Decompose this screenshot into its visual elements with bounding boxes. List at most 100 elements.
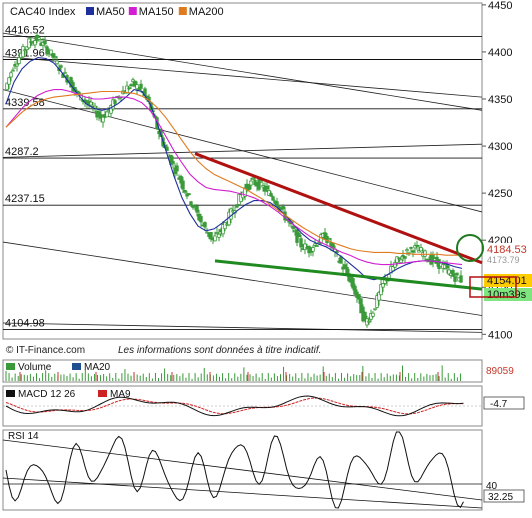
candle-body: [345, 267, 349, 275]
candle-body: [113, 100, 117, 104]
candle-body: [415, 244, 419, 247]
candle-body: [7, 77, 11, 85]
candle-body: [169, 154, 173, 165]
candle-body: [29, 41, 33, 43]
candle-body: [311, 247, 315, 252]
candle-body: [183, 190, 187, 193]
candle-body: [447, 269, 451, 275]
candle-body: [213, 235, 217, 242]
candle-body: [367, 320, 371, 323]
candle-body: [393, 262, 397, 268]
chart-title: CAC40 Index: [10, 6, 76, 18]
price-levels: 4416.524391.964339.584287.24237.154104.9…: [3, 24, 482, 331]
macd-legend-label: MACD 12 26: [18, 389, 76, 400]
candle-body: [223, 222, 227, 230]
rsi-level-label: 40: [486, 481, 498, 492]
candle-body: [127, 87, 131, 90]
candle-body: [171, 160, 175, 164]
timer-label: 10m39s: [487, 289, 527, 301]
volume-legend-label: Volume: [18, 362, 52, 373]
volume-ma20-swatch: [72, 363, 81, 370]
candle-body: [267, 190, 271, 196]
rsi-value-box: [483, 489, 525, 503]
highlight-circle: [456, 234, 484, 262]
candle-body: [395, 256, 399, 263]
y-tick-label-4: 4300: [488, 141, 512, 153]
legend-label-1: MA150: [139, 6, 174, 18]
candle-body: [297, 232, 301, 238]
candle-body: [371, 312, 375, 317]
candle-body: [331, 242, 335, 249]
candle-body: [59, 65, 63, 68]
ma-value-label: 4184.53: [487, 244, 527, 256]
candle-body: [413, 245, 417, 249]
candle-body: [451, 269, 455, 277]
candle-body: [327, 238, 331, 241]
rsi-trend-line-2: [2, 477, 483, 509]
legend-label-2: MA200: [189, 6, 224, 18]
candle-body: [313, 243, 317, 246]
candle-body: [281, 205, 285, 210]
candle-body: [63, 71, 67, 74]
candle-body: [363, 311, 367, 321]
candle-body: [135, 84, 139, 90]
macd-value-box: [483, 396, 525, 410]
candle-body: [109, 105, 113, 114]
candle-body: [55, 60, 59, 65]
channel-line-1: [2, 56, 483, 98]
candle-body: [265, 185, 269, 190]
candle-body: [249, 180, 253, 186]
candle-body: [419, 247, 423, 252]
candle-body: [9, 72, 13, 78]
candle-body: [45, 46, 49, 55]
candle-body: [275, 201, 279, 207]
candle-body: [221, 224, 225, 235]
volume-ma20-label: MA20: [84, 362, 111, 373]
candle-body: [185, 193, 189, 197]
candle-body: [357, 294, 361, 300]
series-line-ma150: [5, 89, 463, 266]
partial-value-label: 4173.79: [487, 255, 520, 265]
support-line: [214, 259, 483, 291]
candle-body: [425, 258, 429, 261]
candle-body: [251, 177, 255, 180]
candle-body: [299, 238, 303, 248]
candle-body: [239, 194, 243, 202]
legend-label-0: MA50: [96, 6, 125, 18]
candle-body: [291, 226, 295, 229]
y-tick-label-3: 4250: [488, 188, 512, 200]
last-price-label: 4154.01: [487, 275, 527, 287]
candle-body: [269, 193, 273, 197]
volume-legend-swatch: [6, 363, 15, 370]
candle-body: [129, 84, 133, 86]
series-line-ma50: [5, 57, 463, 281]
candle-body: [53, 56, 57, 59]
candle-body: [37, 37, 41, 40]
y-tick-label-7: 4450: [488, 0, 512, 12]
candle-body: [199, 216, 203, 223]
candle-body: [195, 205, 199, 213]
candle-body: [101, 116, 105, 123]
candle-body: [261, 185, 265, 188]
legend: MA50 MA150 MA200: [86, 6, 224, 18]
level-label-3: 4287.2: [5, 146, 39, 158]
level-label-4: 4237.15: [5, 193, 45, 205]
y-tick-label-5: 4350: [488, 94, 512, 106]
legend-swatch-0: [86, 7, 94, 15]
moving-averages: [5, 57, 463, 281]
volume-bars: [5, 365, 461, 381]
candle-body: [27, 38, 31, 49]
candle-body: [5, 82, 9, 91]
channel-line-3: [2, 143, 483, 158]
macd-ma9-label: MA9: [110, 389, 131, 400]
candle-body: [359, 298, 363, 314]
candle-body: [303, 243, 307, 251]
candle-body: [445, 265, 449, 269]
candle-body: [179, 175, 183, 184]
footer-note: Les informations sont données à titre in…: [118, 345, 321, 356]
macd-line: [5, 395, 464, 417]
candle-body: [353, 285, 357, 295]
candle-body: [23, 49, 27, 52]
